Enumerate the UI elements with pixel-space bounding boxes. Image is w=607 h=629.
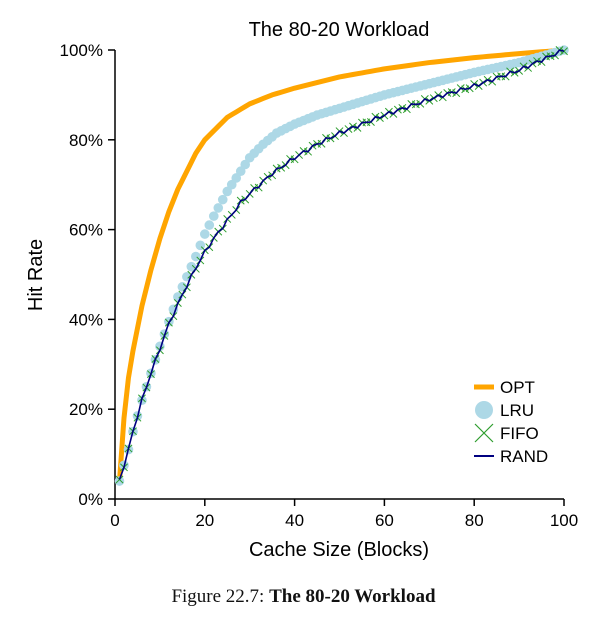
lru-point <box>114 476 125 486</box>
legend-label: RAND <box>500 447 548 466</box>
legend-label: OPT <box>500 378 535 397</box>
lru-point <box>226 179 237 190</box>
x-tick-label: 100 <box>550 511 578 530</box>
caption-title: The 80-20 Workload <box>269 586 436 607</box>
lru-point <box>186 261 197 272</box>
lru-point <box>204 220 215 230</box>
lru-point <box>208 211 219 221</box>
y-tick-label: 20% <box>69 400 103 419</box>
legend-item-fifo: FIFO <box>474 423 539 443</box>
lru-point <box>222 186 233 197</box>
y-tick-label: 0% <box>78 490 103 509</box>
series-opt-line <box>116 47 567 484</box>
y-tick-label: 60% <box>69 221 103 240</box>
lru-point <box>235 166 246 177</box>
x-axis-label: Cache Size (Blocks) <box>249 539 429 561</box>
series-lru <box>114 45 569 486</box>
legend-item-rand: RAND <box>474 447 548 466</box>
chart: The 80-20 Workload 0% 20% 40% 60% 80% 100% 0 2… <box>25 19 578 561</box>
y-axis-label: Hit Rate <box>25 239 47 311</box>
figure-caption: Figure 22.7: The 80-20 Workload <box>0 586 607 608</box>
lru-point <box>231 173 242 183</box>
y-tick-label: 40% <box>69 310 103 329</box>
y-tick-label: 100% <box>60 41 103 60</box>
legend: OPT LRU FIFO RAND <box>474 378 548 466</box>
lru-point <box>240 159 251 170</box>
lru-point <box>213 203 224 213</box>
x-tick-label: 40 <box>285 511 304 530</box>
x-tick-label: 20 <box>195 511 214 530</box>
x-tick-label: 60 <box>375 511 394 530</box>
axes <box>114 50 564 500</box>
y-tick-label: 80% <box>69 131 103 150</box>
legend-swatch <box>475 401 493 419</box>
lru-point <box>217 194 228 205</box>
legend-label: FIFO <box>500 424 539 443</box>
fifo-point <box>560 47 568 56</box>
y-ticks: 0% 20% 40% 60% 80% 100% <box>60 41 115 509</box>
legend-label: LRU <box>500 401 534 420</box>
lru-point <box>200 229 210 239</box>
chart-title: The 80-20 Workload <box>249 19 430 41</box>
plot-area <box>114 45 569 486</box>
x-ticks: 0 20 40 60 80 100 <box>110 499 578 530</box>
legend-swatch <box>474 423 494 443</box>
fifo-point <box>115 475 124 484</box>
x-tick-label: 80 <box>465 511 484 530</box>
legend-item-lru: LRU <box>475 401 534 420</box>
x-tick-label: 0 <box>110 511 119 530</box>
series-rand-line <box>118 49 565 480</box>
caption-prefix: Figure 22.7: <box>171 586 265 607</box>
legend-item-opt: OPT <box>474 378 535 397</box>
